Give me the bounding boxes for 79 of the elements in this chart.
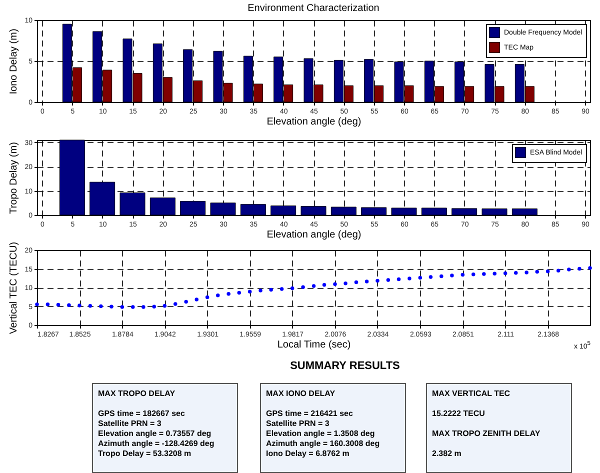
text: MAX IONO DELAY xyxy=(266,389,336,399)
point xyxy=(142,305,146,309)
text: Azimuth angle = 160.3008 deg xyxy=(266,439,381,449)
point xyxy=(301,285,305,289)
point xyxy=(258,288,262,292)
point xyxy=(110,304,114,308)
point xyxy=(376,278,380,283)
point xyxy=(162,304,167,308)
point xyxy=(152,304,156,308)
point xyxy=(514,271,518,275)
bar xyxy=(512,208,538,216)
point xyxy=(88,304,92,308)
point xyxy=(472,272,476,276)
text: Elevation angle = 0.73557 deg xyxy=(98,429,212,439)
point xyxy=(418,276,422,280)
chart-title: Environment Characterization xyxy=(248,3,380,14)
text: MAX TROPO ZENITH DELAY xyxy=(432,429,542,439)
text: MAX VERTICAL TEC xyxy=(432,389,512,399)
y-axis-title: Tropo Delay (m) xyxy=(8,142,20,214)
point xyxy=(35,302,39,306)
point xyxy=(524,270,528,274)
point xyxy=(78,304,82,308)
point xyxy=(492,272,496,276)
x-axis-title: Elevation angle (deg) xyxy=(266,116,362,128)
point xyxy=(354,280,358,284)
point xyxy=(205,295,210,300)
text: Satellite PRN = 3 xyxy=(98,419,162,429)
point xyxy=(535,270,539,274)
point xyxy=(269,288,273,292)
point xyxy=(588,266,592,270)
point xyxy=(344,282,348,286)
point xyxy=(428,275,433,279)
point xyxy=(131,305,135,309)
point xyxy=(248,290,252,294)
point xyxy=(333,282,337,286)
point xyxy=(396,277,401,282)
point xyxy=(460,272,465,277)
point xyxy=(450,274,454,278)
point xyxy=(556,268,560,272)
point xyxy=(503,271,508,276)
point xyxy=(546,270,550,274)
point xyxy=(408,276,412,280)
text: Elevation angle = 1.3508 deg xyxy=(266,429,376,439)
text: Iono Delay = 6.8762 m xyxy=(266,449,350,459)
text: 2.382 m xyxy=(432,449,462,459)
point xyxy=(174,302,178,306)
point xyxy=(46,302,50,306)
point xyxy=(364,280,369,284)
point xyxy=(99,304,103,308)
text: Tropo Delay = 53.3208 m xyxy=(98,449,192,459)
x-axis-title: Local Time (sec) xyxy=(277,340,351,350)
point xyxy=(237,290,241,295)
point xyxy=(280,287,284,291)
text: MAX TROPO DELAY xyxy=(98,389,176,399)
point xyxy=(386,278,390,282)
point xyxy=(440,274,444,278)
point xyxy=(67,303,71,307)
text: SUMMARY RESULTS xyxy=(289,360,401,372)
point xyxy=(567,268,571,272)
bar xyxy=(482,208,508,216)
point xyxy=(184,300,188,304)
point xyxy=(216,294,220,298)
point xyxy=(312,284,316,288)
point xyxy=(56,302,60,307)
point xyxy=(578,266,582,271)
text: Satellite PRN = 3 xyxy=(266,419,330,429)
point xyxy=(194,298,198,302)
point xyxy=(322,283,326,287)
x-axis-title: Elevation angle (deg) xyxy=(266,230,362,240)
point xyxy=(226,292,230,296)
y-axis-title: Vertical TEC (TECU) xyxy=(8,242,20,334)
text: Azimuth angle = -128.4269 deg xyxy=(98,439,216,449)
y-axis-title: Iono Delay (m) xyxy=(8,28,20,94)
text: GPS time = 182667 sec xyxy=(98,409,186,419)
point xyxy=(482,272,486,276)
text: 15.2222 TECU xyxy=(432,409,486,419)
point xyxy=(290,286,294,290)
text: GPS time = 216421 sec xyxy=(266,409,354,419)
point xyxy=(120,305,124,309)
